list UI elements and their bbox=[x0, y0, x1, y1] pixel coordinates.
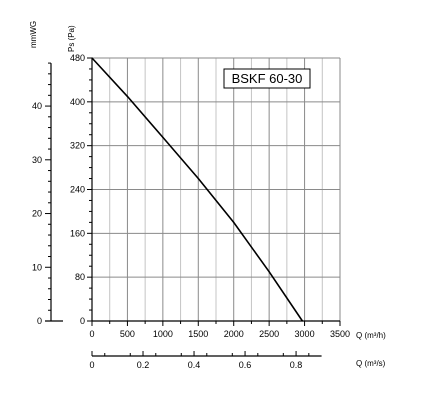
x-tick-label: 3500 bbox=[330, 329, 350, 339]
fan-curve-point bbox=[301, 320, 304, 322]
y-tick-label: 480 bbox=[70, 53, 85, 63]
x2-tick-label: 0.6 bbox=[239, 360, 252, 370]
y2-tick-label: 30 bbox=[32, 155, 42, 165]
x2-tick-label: 0.4 bbox=[188, 360, 201, 370]
grid bbox=[92, 57, 341, 321]
y-tick-label: 400 bbox=[70, 97, 85, 107]
fan-curve-point bbox=[233, 221, 235, 223]
x-axis-label: Q (m³/h) bbox=[356, 331, 386, 340]
x2-axis-label: Q (m³/s) bbox=[356, 359, 386, 368]
x2-tick-label: 0 bbox=[89, 360, 94, 370]
x-tick-label: 0 bbox=[89, 329, 94, 339]
x-tick-label: 2000 bbox=[224, 329, 244, 339]
chart-title-box bbox=[223, 68, 311, 89]
y2-tick-label: 0 bbox=[37, 316, 42, 326]
y-tick-label: 320 bbox=[70, 141, 85, 151]
series-layer bbox=[91, 57, 304, 322]
fan-curve-point bbox=[126, 95, 129, 97]
y2-tick-label: 10 bbox=[32, 262, 42, 272]
tick-marks bbox=[45, 57, 341, 356]
y-tick-label: 240 bbox=[70, 185, 85, 195]
y2-tick-label: 40 bbox=[32, 101, 42, 111]
x-tick-label: 1000 bbox=[153, 329, 173, 339]
y-tick-label: 0 bbox=[80, 316, 85, 326]
fan-curve-point bbox=[91, 57, 93, 59]
y-tick-label: 80 bbox=[75, 272, 85, 282]
y2-axis-label: mmWG bbox=[29, 21, 38, 48]
tick-labels: 0 500 1000 1500 2000 2500 3000 3500080160240320… bbox=[32, 53, 350, 370]
y2-tick-label: 20 bbox=[32, 209, 42, 219]
x2-tick-label: 0.8 bbox=[290, 360, 303, 370]
fan-curve-point bbox=[197, 177, 199, 180]
x2-tick-label: 0.2 bbox=[137, 360, 150, 370]
y-tick-label: 160 bbox=[70, 228, 85, 238]
x-tick-label: 500 bbox=[120, 329, 135, 339]
x-tick-label: 2500 bbox=[259, 329, 279, 339]
chart-title: BSKF 60-30 bbox=[232, 71, 303, 86]
fan-curve-point bbox=[268, 271, 270, 273]
fan-curve-point bbox=[162, 136, 164, 139]
x-tick-label: 1500 bbox=[188, 329, 208, 339]
x-tick-label: 3000 bbox=[295, 329, 315, 339]
y-axis-label: Ps (Pa) bbox=[67, 25, 76, 52]
